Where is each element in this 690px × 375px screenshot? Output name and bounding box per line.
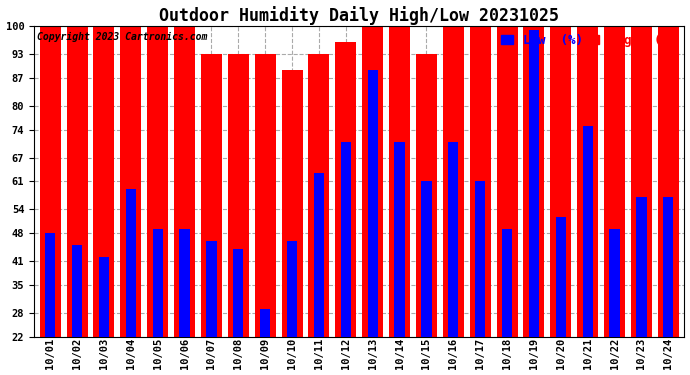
Bar — [475, 182, 485, 337]
Bar — [206, 241, 217, 337]
Bar — [631, 26, 652, 337]
Bar — [524, 26, 544, 337]
Bar — [260, 309, 270, 337]
Bar — [604, 26, 625, 337]
Bar — [395, 142, 404, 337]
Bar — [443, 26, 464, 337]
Bar — [555, 217, 566, 337]
Bar — [287, 241, 297, 337]
Title: Outdoor Humidity Daily High/Low 20231025: Outdoor Humidity Daily High/Low 20231025 — [159, 6, 559, 24]
Bar — [93, 26, 115, 337]
Bar — [497, 26, 518, 337]
Bar — [470, 26, 491, 337]
Bar — [308, 54, 329, 337]
Bar — [99, 257, 109, 337]
Bar — [368, 70, 378, 337]
Bar — [609, 229, 620, 337]
Bar — [551, 26, 571, 337]
Bar — [233, 249, 244, 337]
Bar — [120, 26, 141, 337]
Bar — [201, 54, 222, 337]
Bar — [658, 26, 679, 337]
Bar — [314, 174, 324, 337]
Bar — [126, 189, 136, 337]
Bar — [45, 233, 55, 337]
Bar — [228, 54, 249, 337]
Bar — [147, 26, 168, 337]
Bar — [341, 142, 351, 337]
Bar — [502, 229, 512, 337]
Bar — [582, 126, 593, 337]
Text: Copyright 2023 Cartronics.com: Copyright 2023 Cartronics.com — [37, 32, 208, 42]
Bar — [578, 26, 598, 337]
Bar — [152, 229, 163, 337]
Bar — [39, 26, 61, 337]
Bar — [529, 30, 539, 337]
Bar — [389, 26, 410, 337]
Bar — [66, 26, 88, 337]
Bar — [416, 54, 437, 337]
Bar — [362, 26, 383, 337]
Bar — [72, 245, 82, 337]
Bar — [422, 182, 431, 337]
Bar — [636, 197, 647, 337]
Bar — [448, 142, 458, 337]
Bar — [255, 54, 275, 337]
Bar — [174, 26, 195, 337]
Legend: Low  (%), High  (%): Low (%), High (%) — [500, 32, 678, 48]
Bar — [282, 70, 302, 337]
Bar — [179, 229, 190, 337]
Bar — [335, 42, 356, 337]
Bar — [663, 197, 673, 337]
